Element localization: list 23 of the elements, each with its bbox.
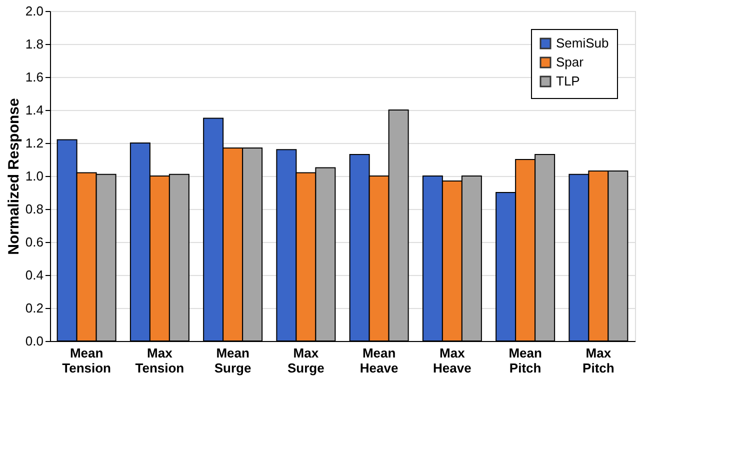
y-tick-label: 0.4 [25, 268, 44, 282]
y-tick-label: 0.0 [25, 334, 44, 348]
x-tick-label: Mean Pitch [508, 346, 542, 376]
x-tick-label: Max Surge [288, 346, 324, 376]
y-axis-title: Normalized Response [5, 98, 22, 255]
y-tick-label: 0.6 [25, 234, 44, 250]
y-tick-label: 0.2 [25, 300, 44, 316]
y-tick-label: 1.0 [25, 168, 44, 184]
y-tick-label: 2.0 [25, 4, 44, 18]
x-tick-label: Max Pitch [582, 346, 614, 376]
x-tick-label: Mean Tension [62, 346, 112, 376]
x-tick-label: Mean Surge [214, 346, 252, 376]
y-tick-label: 0.8 [25, 202, 44, 216]
x-tick-label: Max Heave [433, 346, 472, 376]
y-tick-label: 1.4 [25, 102, 44, 118]
y-tick-label: 1.2 [25, 136, 44, 150]
x-tick-label: Max Tension [135, 346, 184, 376]
legend-label: Spar [556, 54, 584, 70]
legend-label: SemiSub [556, 36, 609, 50]
x-tick-label: Mean Heave [360, 346, 398, 376]
y-tick-label: 1.6 [25, 70, 44, 84]
legend-label: TLP [556, 74, 580, 88]
y-tick-label: 1.8 [25, 36, 44, 52]
